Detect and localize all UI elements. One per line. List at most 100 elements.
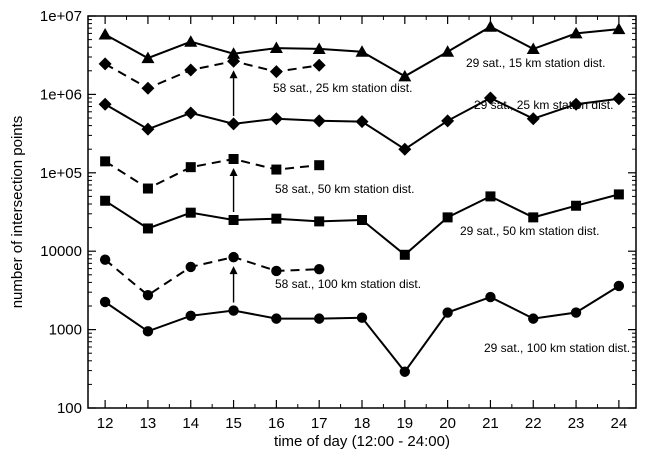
data-point xyxy=(398,69,412,82)
data-point xyxy=(483,20,497,32)
data-point xyxy=(142,223,153,234)
data-point xyxy=(227,117,241,131)
data-point xyxy=(142,183,153,194)
series-4 xyxy=(100,153,325,194)
x-tick-label: 23 xyxy=(568,415,585,432)
data-point xyxy=(357,215,367,226)
series-annotation: 29 sat., 15 km station dist. xyxy=(466,56,605,70)
data-point xyxy=(98,97,112,111)
data-point xyxy=(399,366,411,377)
data-point xyxy=(569,26,583,39)
x-axis-title: time of day (12:00 - 24:00) xyxy=(274,433,450,450)
series-line xyxy=(104,256,320,297)
data-point xyxy=(271,164,282,175)
data-point xyxy=(612,22,626,35)
series-annotation: 29 sat., 25 km station dist. xyxy=(474,98,613,112)
arrow-head xyxy=(229,70,238,79)
arrow-head xyxy=(229,266,238,275)
series-annotation: 29 sat., 50 km station dist. xyxy=(460,224,599,238)
data-point xyxy=(312,58,326,72)
data-point xyxy=(528,212,539,223)
data-point xyxy=(314,160,325,171)
data-point xyxy=(312,114,326,128)
x-tick-label: 21 xyxy=(482,415,499,432)
plot-marks xyxy=(98,20,626,377)
data-point xyxy=(571,200,582,211)
data-point xyxy=(141,51,155,64)
data-point xyxy=(570,307,582,318)
data-point xyxy=(227,54,241,68)
y-tick-label: 100 xyxy=(57,400,82,417)
data-point xyxy=(228,215,239,226)
data-point xyxy=(271,213,282,224)
data-point xyxy=(185,310,196,321)
data-point xyxy=(355,45,369,57)
data-point xyxy=(526,42,540,54)
data-point xyxy=(99,254,111,265)
data-point xyxy=(269,112,283,126)
series-annotation: 58 sat., 100 km station dist. xyxy=(275,277,421,291)
y-tick-label: 1000 xyxy=(49,322,82,339)
x-tick-label: 14 xyxy=(182,415,199,432)
data-point xyxy=(355,115,369,129)
data-point xyxy=(184,106,198,120)
data-point xyxy=(356,312,368,323)
data-point xyxy=(441,45,455,57)
data-point xyxy=(526,112,540,126)
x-tick-label: 12 xyxy=(97,415,114,432)
series-5 xyxy=(100,189,624,260)
data-point xyxy=(142,326,154,337)
x-tick-label: 20 xyxy=(439,415,456,432)
x-tick-label: 15 xyxy=(225,415,242,432)
series-6 xyxy=(99,251,325,301)
arrow-head xyxy=(229,167,238,176)
data-point xyxy=(99,296,111,308)
data-point xyxy=(442,307,453,318)
x-tick-label: 24 xyxy=(611,415,628,432)
data-point xyxy=(613,280,625,292)
x-tick-label: 16 xyxy=(268,415,285,432)
x-tick-label: 18 xyxy=(354,415,371,432)
data-point xyxy=(271,265,282,277)
data-point xyxy=(141,81,155,95)
data-point xyxy=(141,122,155,136)
series-annotation: 29 sat., 100 km station dist. xyxy=(484,341,630,355)
data-point xyxy=(399,249,410,260)
data-point xyxy=(185,207,196,218)
data-point xyxy=(228,153,239,164)
data-point xyxy=(228,251,239,263)
series-7 xyxy=(99,280,625,377)
series-line xyxy=(104,157,320,190)
series-1 xyxy=(98,20,626,82)
data-point xyxy=(100,156,111,167)
data-point xyxy=(227,47,241,59)
data-point xyxy=(100,195,111,206)
data-point xyxy=(98,28,112,40)
data-point xyxy=(184,63,198,77)
data-point xyxy=(185,261,196,273)
data-point xyxy=(269,41,283,54)
y-tick-label: 10000 xyxy=(40,243,82,260)
data-point xyxy=(398,142,412,156)
data-point xyxy=(312,42,326,54)
data-point xyxy=(142,289,154,301)
data-point xyxy=(613,189,624,200)
data-point xyxy=(228,305,239,316)
data-point xyxy=(441,114,455,128)
data-point xyxy=(569,97,583,111)
x-tick-label: 22 xyxy=(525,415,542,432)
data-point xyxy=(271,313,282,324)
series-annotation: 58 sat., 25 km station dist. xyxy=(273,81,412,95)
axis-ticks: 12 13 14 15 16 17 18 19 20 21 22 23 24 100 1000 10000 1e… xyxy=(40,8,636,432)
series-annotation: 58 sat., 50 km station dist. xyxy=(275,182,414,196)
data-point xyxy=(314,216,325,227)
data-point xyxy=(184,35,198,47)
data-point xyxy=(185,162,196,173)
data-point xyxy=(528,313,539,324)
data-point xyxy=(98,57,112,71)
data-point xyxy=(313,263,325,275)
y-tick-label: 1e+06 xyxy=(40,86,82,103)
series-2 xyxy=(98,54,326,95)
x-tick-label: 13 xyxy=(140,415,157,432)
